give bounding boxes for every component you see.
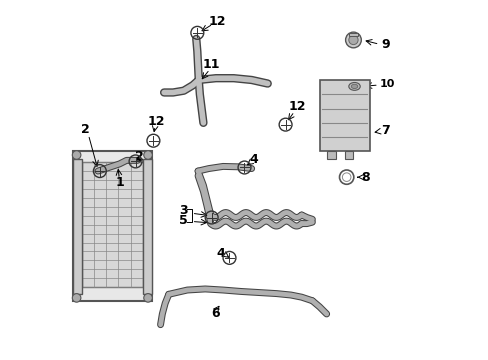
Text: 2: 2 bbox=[135, 150, 143, 163]
Bar bbox=[73, 152, 151, 301]
Text: 9: 9 bbox=[381, 39, 389, 51]
Circle shape bbox=[143, 294, 152, 302]
Text: 2: 2 bbox=[81, 123, 90, 136]
Ellipse shape bbox=[348, 82, 360, 90]
Text: 1: 1 bbox=[116, 176, 124, 189]
Text: 4: 4 bbox=[217, 247, 225, 260]
Bar bbox=[326, 152, 335, 158]
Text: 12: 12 bbox=[147, 114, 164, 127]
Circle shape bbox=[143, 151, 152, 159]
Bar bbox=[73, 158, 82, 294]
Text: 6: 6 bbox=[211, 307, 220, 320]
Text: 12: 12 bbox=[208, 14, 226, 27]
Bar bbox=[142, 158, 151, 294]
Text: 8: 8 bbox=[361, 171, 369, 184]
Circle shape bbox=[345, 32, 361, 48]
Bar bbox=[82, 162, 142, 287]
Bar bbox=[319, 80, 369, 152]
Circle shape bbox=[72, 151, 81, 159]
Text: 3: 3 bbox=[179, 204, 187, 217]
Bar bbox=[348, 33, 357, 36]
Text: 11: 11 bbox=[203, 58, 220, 72]
Text: 12: 12 bbox=[288, 100, 305, 113]
Text: 10: 10 bbox=[379, 79, 394, 89]
Text: 4: 4 bbox=[248, 153, 257, 166]
Text: 5: 5 bbox=[178, 213, 187, 226]
Text: 7: 7 bbox=[381, 124, 389, 137]
Bar bbox=[344, 152, 353, 158]
Circle shape bbox=[72, 294, 81, 302]
Circle shape bbox=[348, 35, 357, 45]
Ellipse shape bbox=[350, 84, 357, 89]
